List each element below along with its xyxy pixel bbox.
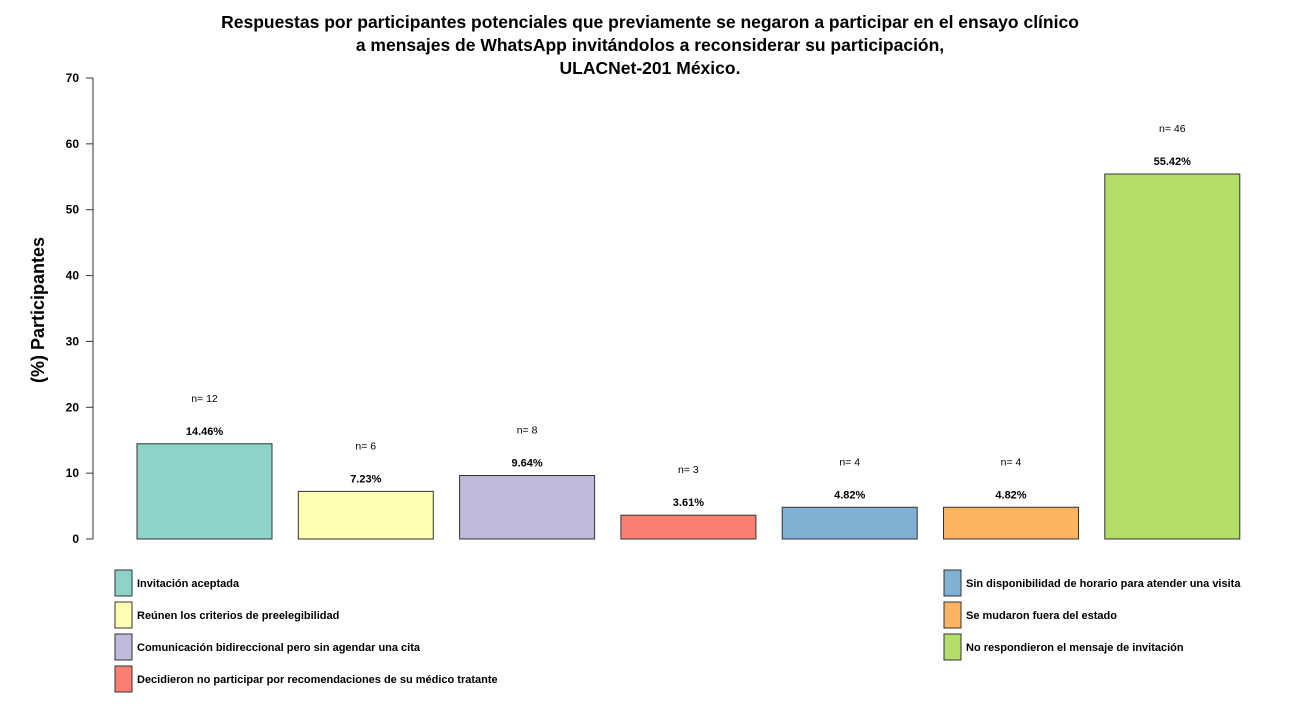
bar-value-label: 55.42% (1154, 156, 1192, 168)
chart-title-line: Respuestas por participantes potenciales… (221, 12, 1079, 32)
bar-value-label: 7.23% (350, 473, 381, 485)
y-tick-label: 20 (66, 400, 80, 414)
legend-label: Sin disponibilidad de horario para atend… (966, 578, 1241, 590)
bar-n-label: n= 46 (1159, 123, 1186, 135)
legend-swatch (943, 633, 962, 661)
chart-title-line: ULACNet-201 México. (560, 58, 741, 78)
legend-swatch (114, 569, 133, 597)
legend-swatch (943, 569, 962, 597)
bar-n-label: n= 8 (517, 425, 538, 437)
bar (943, 506, 1079, 540)
bar-n-label: n= 3 (678, 464, 699, 476)
legend-label: Decidieron no participar por recomendaci… (137, 674, 498, 686)
bar (297, 490, 434, 540)
bar-n-label: n= 12 (191, 393, 218, 405)
bar-value-label: 14.46% (186, 426, 224, 438)
bar (459, 475, 596, 540)
bar-value-label: 4.82% (995, 489, 1026, 501)
bar (620, 514, 757, 540)
legend-label: Comunicación bidireccional pero sin agen… (137, 642, 421, 654)
bar (781, 506, 918, 540)
legend-swatch (114, 665, 133, 693)
y-tick-label: 40 (66, 269, 80, 283)
y-tick-label: 30 (66, 334, 80, 348)
bar-n-label: n= 4 (1001, 456, 1022, 468)
y-tick-label: 50 (66, 203, 80, 217)
legend-label: Se mudaron fuera del estado (966, 610, 1117, 622)
legend-label: Invitación aceptada (137, 578, 240, 590)
y-axis-label: (%) Participantes (28, 237, 48, 383)
bar-value-label: 3.61% (673, 497, 704, 509)
bar-value-label: 9.64% (511, 458, 542, 470)
legend-swatch (114, 601, 133, 629)
bar-n-label: n= 4 (839, 456, 860, 468)
legend-swatch (114, 633, 133, 661)
bar (136, 443, 273, 540)
bar (1104, 173, 1241, 540)
legend-swatch (943, 601, 962, 629)
legend-label: Reúnen los criterios de preelegibilidad (137, 610, 339, 622)
bar-value-label: 4.82% (834, 489, 865, 501)
y-tick-label: 70 (66, 71, 80, 85)
y-tick-label: 60 (66, 137, 80, 151)
legend-label: No respondieron el mensaje de invitación (966, 642, 1184, 654)
y-tick-label: 10 (66, 466, 80, 480)
bar-n-label: n= 6 (355, 440, 376, 452)
chart-title-line: a mensajes de WhatsApp invitándolos a re… (356, 35, 944, 55)
y-tick-label: 0 (72, 532, 79, 546)
